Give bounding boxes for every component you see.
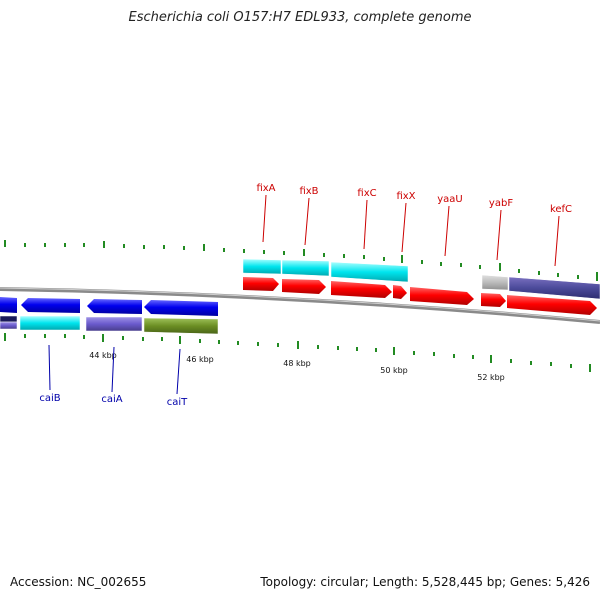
gene-label-fixC: fixC: [357, 188, 376, 199]
map-title: Escherichia coli O157:H7 EDL933, complet…: [128, 10, 472, 25]
feature-cyan: [330, 261, 409, 283]
gene-label-fixX: fixX: [396, 191, 415, 202]
gene-arrow-caiB: [21, 298, 80, 313]
gene-label-kefC: kefC: [550, 204, 572, 215]
gene-arrow-fixX: [393, 285, 407, 299]
gene-label-yaaU: yaaU: [437, 194, 463, 205]
gene-arrow-kefC: [507, 295, 597, 315]
gene-arrow-fixB: [282, 279, 326, 294]
genome-backbone-highlight: [0, 287, 600, 322]
gene-label-caiA: caiA: [101, 394, 122, 405]
gene-arrow-caiT: [144, 300, 218, 316]
feature-purple: [508, 276, 600, 300]
feature-purple: [85, 316, 143, 332]
gene-arrow-yaaU: [410, 287, 474, 305]
outer-tick-marks: [4, 240, 598, 281]
gene-arrow-yabF: [481, 293, 506, 307]
forward-cds-track: [243, 277, 597, 315]
gene-arrow-caiA: [87, 299, 142, 314]
tick-label: 50 kbp: [380, 366, 408, 375]
lower-feature-track: [0, 315, 219, 335]
feature-gray: [481, 274, 509, 291]
gene-label-yabF: yabF: [489, 198, 513, 209]
gene-label-caiT: caiT: [167, 397, 188, 408]
tick-label: 48 kbp: [283, 359, 311, 368]
tick-label: 46 kbp: [186, 355, 214, 364]
gene-label-caiB: caiB: [39, 393, 60, 404]
upper-feature-track: [242, 258, 600, 300]
genome-backbone: [0, 287, 600, 324]
feature-dark: [0, 315, 18, 323]
feature-cyan: [281, 259, 330, 277]
gene-label-fixA: fixA: [256, 183, 275, 194]
gene-arrow-fixC: [331, 281, 392, 298]
tick-label: 44 kbp: [89, 351, 117, 360]
feature-cyan: [242, 258, 282, 275]
tick-label: 52 kbp: [477, 373, 505, 382]
accession-text: Accession: NC_002655: [10, 575, 147, 589]
bottom-leader-lines: [48, 344, 181, 395]
feature-purple: [0, 321, 18, 330]
genome-summary: Topology: circular; Length: 5,528,445 bp…: [260, 575, 590, 589]
inner-tick-marks: [4, 333, 591, 372]
top-leader-lines: [262, 194, 560, 267]
gene-arrow-fixA: [243, 277, 279, 291]
reverse-cds-track: [0, 297, 218, 316]
feature-cyan: [19, 315, 81, 331]
gene-label-fixB: fixB: [299, 186, 318, 197]
feature-olive: [143, 317, 219, 335]
gene-arrow-partial: [0, 297, 17, 313]
